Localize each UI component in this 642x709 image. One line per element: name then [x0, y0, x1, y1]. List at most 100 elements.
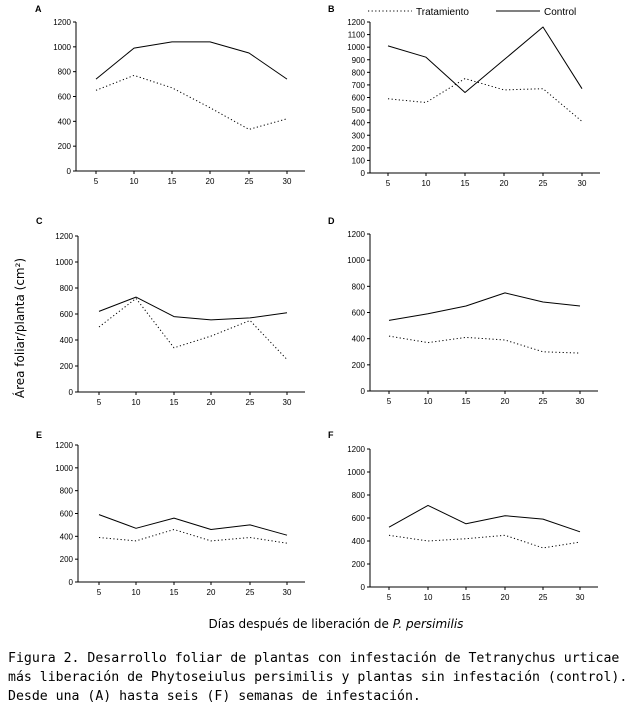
y-tick-label: 400 [352, 537, 366, 546]
x-tick-label: 20 [207, 398, 216, 407]
panel-label-d: D [328, 216, 335, 226]
x-tick-label: 20 [500, 179, 509, 188]
y-tick-label: 800 [60, 284, 74, 293]
series-line-tratamiento [95, 74, 288, 130]
y-tick-label: 600 [58, 93, 72, 102]
panel-label-b: B [328, 4, 335, 14]
x-tick-label: 25 [539, 179, 548, 188]
y-tick-label: 1200 [55, 232, 73, 241]
y-tick-label: 1200 [347, 230, 365, 239]
y-tick-label: 1200 [55, 441, 73, 450]
figure-caption: Figura 2. Desarrollo foliar de plantas c… [8, 651, 628, 704]
y-tick-label: 600 [352, 309, 366, 318]
x-tick-label: 30 [576, 593, 585, 602]
series-line-control [98, 514, 288, 536]
panel-f: F 0 200 400 600 800 1000 1200 5 10 15 20 25 30 [328, 430, 598, 602]
panel-label-e: E [36, 430, 42, 440]
x-tick-label: 20 [501, 397, 510, 406]
x-tick-label: 5 [94, 177, 99, 186]
y-tick-label: 1100 [348, 31, 366, 40]
x-tick-label: 5 [386, 179, 391, 188]
x-tick-label: 10 [132, 398, 141, 407]
y-tick-label: 0 [67, 167, 72, 176]
y-tick-label: 200 [58, 142, 72, 151]
panel-d: D 0 200 400 600 800 1000 1200 5 10 15 20 25 30 [328, 216, 598, 406]
x-tick-label: 15 [168, 177, 177, 186]
x-axis-label-species: P. persimilis [393, 617, 464, 631]
x-tick-label: 25 [245, 177, 254, 186]
panel-label-a: A [35, 4, 42, 14]
x-tick-label: 20 [501, 593, 510, 602]
y-tick-label: 900 [352, 56, 366, 65]
series-line-tratamiento [98, 297, 288, 360]
x-tick-label: 10 [422, 179, 431, 188]
panel-a: A 0 200 400 600 800 1000 1200 5 10 15 20 25 30 [35, 4, 305, 186]
y-tick-label: 600 [60, 310, 74, 319]
x-tick-label: 30 [283, 588, 292, 597]
y-tick-label: 600 [352, 514, 366, 523]
series-line-control [98, 296, 288, 321]
x-tick-label: 20 [207, 588, 216, 597]
series-line-control [387, 26, 583, 93]
y-tick-label: 0 [69, 578, 74, 587]
x-tick-label: 10 [424, 593, 433, 602]
y-tick-label: 200 [352, 361, 366, 370]
x-tick-label: 5 [387, 397, 392, 406]
x-tick-label: 15 [462, 593, 471, 602]
x-tick-label: 25 [246, 588, 255, 597]
y-tick-label: 500 [352, 106, 366, 115]
y-tick-label: 400 [60, 532, 74, 541]
series-line-tratamiento [98, 529, 288, 544]
x-tick-label: 30 [578, 179, 587, 188]
series-line-control [95, 41, 288, 80]
series-line-control [388, 504, 581, 533]
y-tick-label: 1000 [347, 43, 365, 52]
y-tick-label: 800 [352, 68, 366, 77]
y-tick-label: 0 [69, 388, 74, 397]
x-tick-label: 10 [132, 588, 141, 597]
x-tick-label: 5 [387, 593, 392, 602]
x-axis-label-main: Días después de liberación de [209, 617, 393, 631]
x-tick-label: 30 [283, 177, 292, 186]
x-tick-label: 15 [170, 398, 179, 407]
series-line-control [388, 292, 581, 321]
x-tick-label: 10 [130, 177, 139, 186]
panel-c: C 0 200 400 600 800 1000 1200 5 10 15 20 25 30 [36, 216, 305, 407]
series-line-tratamiento [388, 534, 581, 549]
legend: Tratamiento Control [368, 7, 576, 18]
legend-label-tratamiento: Tratamiento [416, 7, 469, 18]
panel-label-f: F [328, 430, 334, 440]
y-tick-label: 200 [60, 555, 74, 564]
y-tick-label: 1200 [347, 445, 365, 454]
y-tick-label: 800 [58, 68, 72, 77]
x-tick-label: 25 [539, 397, 548, 406]
y-tick-label: 600 [352, 94, 366, 103]
x-tick-label: 5 [97, 398, 102, 407]
y-tick-label: 200 [60, 362, 74, 371]
series-line-tratamiento [388, 335, 581, 354]
y-tick-label: 400 [352, 335, 366, 344]
y-tick-label: 200 [352, 144, 366, 153]
y-tick-label: 400 [352, 119, 366, 128]
panel-b: B 0 100 200 300 400 500 600 700 800 900 1000 1100 120… [328, 4, 600, 188]
y-tick-label: 1000 [347, 256, 365, 265]
x-tick-label: 20 [206, 177, 215, 186]
series-line-tratamiento [387, 78, 583, 122]
y-tick-label: 800 [60, 487, 74, 496]
x-tick-label: 15 [461, 179, 470, 188]
y-tick-label: 700 [352, 81, 366, 90]
x-axis-label: Días después de liberación de P. persimi… [209, 617, 464, 631]
x-tick-label: 25 [539, 593, 548, 602]
panel-label-c: C [36, 216, 43, 226]
y-tick-label: 0 [361, 169, 366, 178]
x-tick-label: 15 [170, 588, 179, 597]
panel-e: E 0 200 400 600 800 1000 1200 5 10 15 20 25 30 [36, 430, 305, 597]
y-tick-label: 200 [352, 560, 366, 569]
y-tick-label: 400 [58, 117, 72, 126]
y-tick-label: 1000 [55, 464, 73, 473]
x-tick-label: 30 [283, 398, 292, 407]
x-tick-label: 5 [97, 588, 102, 597]
x-tick-label: 10 [424, 397, 433, 406]
